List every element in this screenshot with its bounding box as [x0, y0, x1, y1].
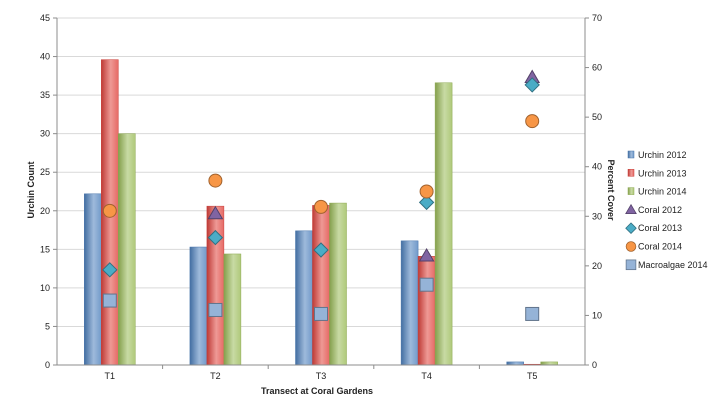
- legend-item: Coral 2014: [625, 241, 682, 252]
- legend-item: Urchin 2013: [627, 168, 687, 178]
- x-axis-title: Transect at Coral Gardens: [261, 386, 373, 396]
- x-tick-label: T3: [316, 371, 327, 381]
- y-tick-label: 40: [40, 52, 50, 62]
- bar-urchin-2014-t2: [223, 253, 242, 366]
- y2-tick-label: 70: [592, 13, 602, 23]
- legend-label: Coral 2013: [638, 223, 682, 233]
- legend-item: Coral 2013: [625, 222, 682, 234]
- marker-coral-2014-t5: [525, 114, 540, 129]
- bar-urchin-2013-t3: [312, 205, 330, 366]
- y-tick-label: 25: [40, 167, 50, 177]
- marker-macroalgae-2014-t4: [419, 277, 434, 292]
- y2-tick-label: 10: [592, 310, 602, 320]
- marker-coral-2014-t4: [419, 184, 434, 199]
- legend-marker: [625, 222, 637, 234]
- marker-coral-2013-t5: [524, 77, 540, 93]
- x-tick-label: T4: [421, 371, 432, 381]
- y-tick-label: 0: [45, 360, 50, 370]
- marker-coral-2013-t3: [313, 242, 329, 258]
- bar-urchin-2013-t4: [417, 256, 436, 366]
- y-tick-label: 35: [40, 90, 50, 100]
- x-tick-label: T2: [210, 371, 221, 381]
- legend-marker: [625, 203, 637, 215]
- bar-urchin-2014-t3: [329, 202, 347, 366]
- legend-item: Urchin 2014: [627, 187, 687, 197]
- marker-coral-2014-t2: [208, 173, 223, 188]
- legend-label: Macroalgae 2014: [638, 260, 708, 270]
- legend-label: Coral 2012: [638, 205, 682, 215]
- legend-item: Coral 2012: [625, 203, 682, 215]
- marker-macroalgae-2014-t3: [314, 306, 328, 321]
- y2-tick-label: 40: [592, 162, 602, 172]
- x-tick-label: T1: [105, 371, 116, 381]
- axes: 0 5 10 15 20 25 30 35 40 45 0 10 20 30 40 50 60 70 T1 T2 T3 T…: [40, 13, 602, 381]
- legend-label: Urchin 2014: [638, 187, 687, 197]
- legend-swatch: [627, 187, 635, 195]
- marker-macroalgae-2014-t5: [525, 306, 540, 321]
- legend: Urchin 2012 Urchin 2013 Urchin 2014 Coral 2…: [625, 150, 708, 271]
- y-tick-label: 10: [40, 283, 50, 293]
- bar-urchin-2012-t3: [295, 230, 313, 366]
- marker-macroalgae-2014-t1: [102, 293, 117, 308]
- y2-tick-label: 20: [592, 261, 602, 271]
- y-tick-label: 5: [45, 321, 50, 331]
- y2-tick-label: 30: [592, 211, 602, 221]
- y2-tick-label: 60: [592, 63, 602, 73]
- legend-item: Urchin 2012: [627, 150, 687, 160]
- marker-coral-2013-t2: [207, 229, 224, 246]
- marker-coral-2014-t1: [102, 203, 117, 218]
- marker-coral-2012-t2: [207, 205, 224, 220]
- x-tick-label: T5: [527, 371, 538, 381]
- legend-label: Urchin 2012: [638, 150, 687, 160]
- marker-coral-2013-t1: [102, 262, 118, 278]
- bars: [84, 59, 558, 366]
- y2-axis-title: Percent Cover: [606, 159, 616, 221]
- bar-urchin-2012-t4: [400, 240, 419, 366]
- marker-coral-2012-t4: [418, 247, 435, 262]
- y-tick-label: 15: [40, 244, 50, 254]
- y-axis-title: Urchin Count: [26, 162, 36, 219]
- bar-urchin-2014-t4: [434, 82, 453, 366]
- legend-label: Coral 2014: [638, 242, 682, 252]
- y-tick-label: 45: [40, 13, 50, 23]
- bar-urchin-2012-t2: [189, 246, 208, 366]
- y2-tick-label: 0: [592, 360, 597, 370]
- markers: [102, 69, 541, 321]
- legend-item: Macroalgae 2014: [625, 259, 708, 271]
- marker-coral-2014-t3: [314, 199, 328, 214]
- marker-coral-2013-t4: [418, 194, 435, 211]
- legend-marker: [625, 259, 637, 271]
- bar-urchin-2012-t1: [84, 193, 102, 366]
- y-tick-label: 30: [40, 129, 50, 139]
- legend-label: Urchin 2013: [638, 168, 687, 178]
- marker-macroalgae-2014-t2: [208, 302, 223, 317]
- legend-swatch: [627, 150, 635, 159]
- y2-tick-label: 50: [592, 112, 602, 122]
- legend-swatch: [627, 169, 635, 177]
- y-tick-label: 20: [40, 206, 50, 216]
- bar-urchin-2014-t1: [118, 133, 136, 366]
- legend-marker: [625, 241, 637, 252]
